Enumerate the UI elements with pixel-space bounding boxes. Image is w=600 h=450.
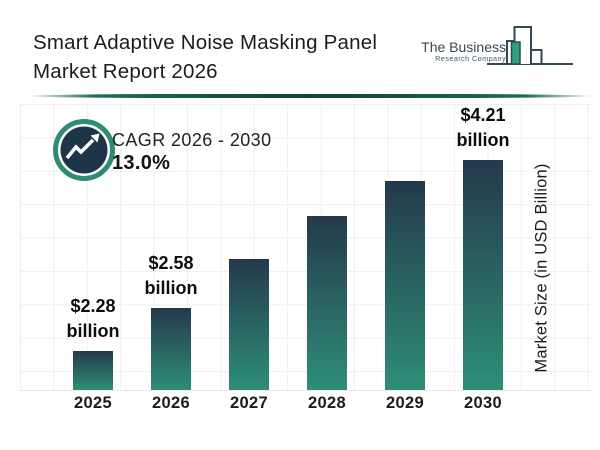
value-label-2025: $2.28 billion bbox=[66, 296, 120, 341]
x-axis-line bbox=[20, 390, 593, 391]
bar-chart-skyline-icon bbox=[486, 23, 574, 72]
bar-2025 bbox=[73, 351, 113, 390]
x-axis-label-2027: 2027 bbox=[230, 394, 268, 412]
x-axis-label-2030: 2030 bbox=[464, 394, 502, 412]
page-title-line1: Smart Adaptive Noise Masking Panel bbox=[33, 31, 378, 54]
logo-subname: Research Company bbox=[435, 54, 506, 63]
value-label-2030: $4.21 billion bbox=[456, 105, 510, 150]
page-title-line2: Market Report 2026 bbox=[33, 59, 218, 83]
logo-name: The Business bbox=[421, 39, 506, 55]
cagr-value: 13.0% bbox=[112, 152, 171, 174]
header-divider bbox=[26, 94, 594, 98]
bar-2026 bbox=[151, 308, 191, 390]
y-axis-title: Market Size (in USD Billion) bbox=[532, 163, 551, 373]
cagr-label: CAGR 2026 - 2030 bbox=[112, 130, 272, 150]
bar-2029 bbox=[385, 181, 425, 390]
bar-2028 bbox=[307, 216, 347, 390]
x-axis-label-2025: 2025 bbox=[74, 394, 112, 412]
x-axis-label-2026: 2026 bbox=[152, 394, 190, 412]
value-label-2026: $2.58 billion bbox=[144, 253, 198, 298]
x-axis-label-2029: 2029 bbox=[386, 394, 424, 412]
page-title: Smart Adaptive Noise Masking Panel Marke… bbox=[33, 29, 433, 86]
bar-2030 bbox=[463, 160, 503, 390]
trending-up-arrow-icon bbox=[52, 118, 116, 182]
x-axis-label-2028: 2028 bbox=[308, 394, 346, 412]
bar-2027 bbox=[229, 259, 269, 390]
